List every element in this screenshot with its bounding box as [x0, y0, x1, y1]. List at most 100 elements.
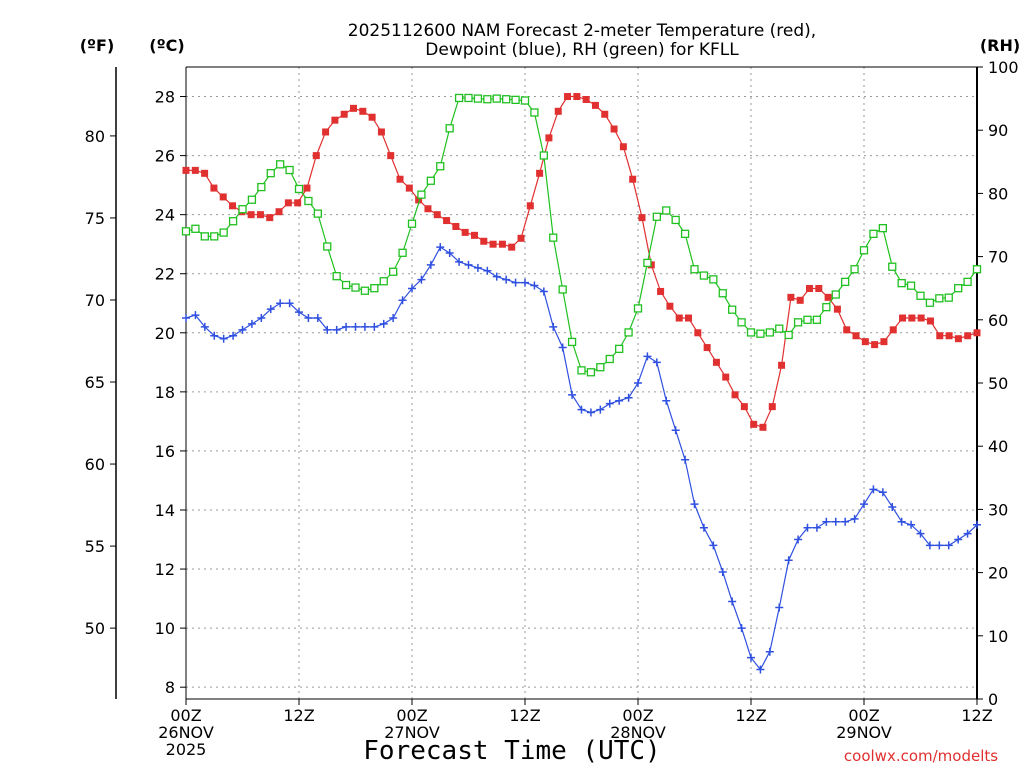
rh-tick-label: 10: [988, 627, 1008, 646]
data-point: [568, 390, 577, 399]
data-point: [815, 284, 823, 292]
data-point: [737, 318, 746, 327]
data-point: [247, 319, 256, 328]
data-point: [728, 305, 737, 314]
data-point: [210, 232, 219, 241]
data-point: [944, 293, 953, 302]
fahrenheit-tick-label: 70: [85, 291, 105, 310]
rh-tick-label: 50: [988, 374, 1008, 393]
data-point: [615, 396, 624, 405]
data-point: [408, 284, 416, 293]
data-point: [200, 232, 209, 241]
data-point: [558, 343, 567, 352]
x-tick-label: 28NOV: [610, 723, 666, 742]
celsius-tick-label: 26: [155, 147, 175, 166]
data-point: [455, 257, 464, 266]
rh-tick-label: 80: [988, 184, 1008, 203]
data-point: [341, 280, 351, 290]
data-point: [596, 363, 605, 372]
data-point: [389, 267, 398, 276]
data-point: [332, 325, 341, 334]
data-point: [824, 293, 832, 301]
data-point: [304, 196, 313, 206]
axes: [115, 66, 978, 700]
x-tick-label: 12Z: [509, 706, 540, 725]
data-point: [787, 293, 795, 301]
data-point: [398, 248, 407, 257]
data-point: [508, 243, 516, 251]
data-point: [454, 93, 464, 103]
data-point: [433, 211, 441, 219]
data-point: [370, 284, 379, 293]
x-tick-label: 00Z: [622, 706, 653, 725]
data-point: [728, 597, 737, 606]
data-point: [935, 541, 944, 550]
data-point: [841, 277, 850, 287]
data-point: [492, 272, 501, 281]
rh-tick-label: 40: [988, 437, 1008, 456]
data-point: [610, 125, 618, 133]
data-point: [963, 529, 972, 538]
data-point: [765, 328, 774, 337]
data-point: [852, 332, 860, 340]
data-point: [368, 113, 376, 121]
rh-tick-label: 70: [988, 248, 1008, 267]
data-point: [812, 315, 822, 324]
data-point: [793, 318, 803, 327]
celsius-tick-label: 20: [155, 324, 175, 343]
rh-tick-label: 90: [988, 121, 1008, 140]
data-point: [746, 328, 756, 337]
celsius-tick-label: 28: [155, 88, 175, 107]
data-point: [266, 214, 274, 222]
data-point: [322, 128, 330, 136]
data-point: [483, 266, 492, 275]
data-point: [615, 344, 624, 354]
data-point: [511, 278, 520, 287]
data-point: [415, 196, 423, 204]
data-point: [916, 529, 925, 538]
data-point: [530, 108, 539, 117]
data-point: [750, 420, 758, 428]
data-point: [685, 314, 693, 322]
data-point: [897, 517, 906, 526]
data-point: [464, 93, 473, 103]
data-point: [526, 202, 534, 210]
data-point: [822, 517, 831, 526]
data-point: [396, 175, 404, 183]
data-point: [878, 224, 887, 233]
data-point: [312, 152, 320, 160]
data-point: [775, 324, 784, 333]
data-point: [426, 260, 435, 269]
data-point: [452, 222, 460, 230]
data-point: [443, 217, 451, 225]
gridlines: [186, 67, 977, 699]
series-2-meter-temperature: [182, 93, 981, 431]
x-tick-label: 12Z: [961, 706, 992, 725]
x-axis-label: Forecast Time (UTC): [363, 736, 660, 766]
data-point: [266, 169, 275, 178]
data-point: [377, 128, 385, 136]
data-point: [605, 399, 614, 408]
data-point: [210, 184, 218, 192]
series-line: [185, 246, 978, 671]
data-point: [768, 403, 776, 411]
data-point: [294, 184, 304, 194]
data-point: [652, 358, 661, 367]
series-rh: [181, 93, 982, 377]
data-point: [228, 217, 238, 226]
data-point: [473, 263, 482, 272]
data-point: [964, 332, 972, 340]
rh-tick-label: 20: [988, 564, 1008, 583]
data-point: [210, 331, 219, 340]
celsius-tick-label: 10: [155, 619, 175, 638]
data-point: [740, 403, 748, 411]
fahrenheit-unit-label: (ºF): [80, 36, 115, 55]
data-point: [954, 535, 963, 544]
fahrenheit-tick-label: 80: [85, 127, 105, 146]
data-point: [492, 94, 501, 103]
data-point: [436, 162, 445, 171]
data-point: [294, 199, 302, 207]
celsius-tick-label: 18: [155, 383, 175, 402]
data-point: [331, 116, 339, 124]
data-point: [680, 229, 690, 238]
